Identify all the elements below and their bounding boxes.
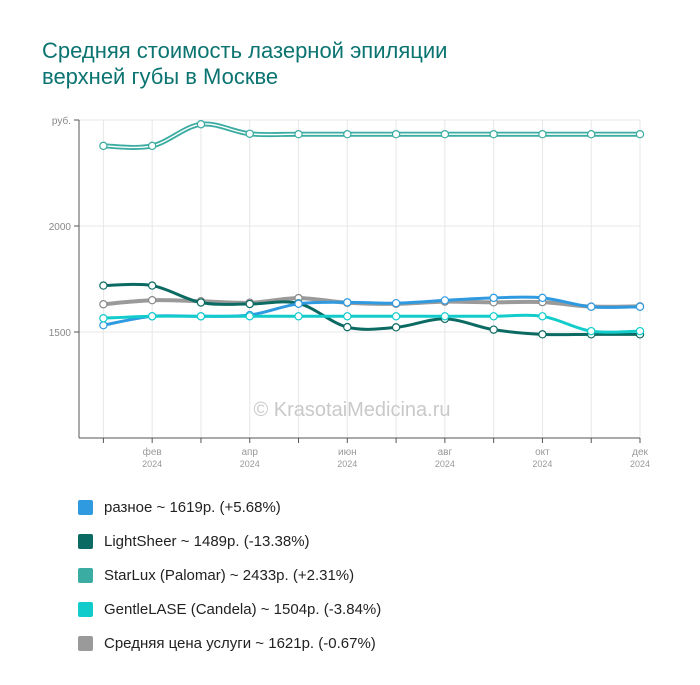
data-point — [245, 299, 254, 309]
grid-lines — [79, 119, 641, 438]
data-point — [489, 130, 498, 139]
legend-swatch — [78, 533, 93, 549]
y-tick-label: 1500 — [49, 328, 72, 339]
watermark: © KrasotaiMedicina.ru — [253, 399, 450, 421]
data-point — [147, 312, 157, 321]
data-point — [147, 296, 157, 305]
data-point — [635, 326, 645, 336]
data-point — [147, 141, 157, 151]
legend-swatch — [78, 567, 93, 583]
legend-label: StarLux (Palomar) ~ 2433р. (+2.31%) — [104, 566, 355, 584]
data-point — [343, 322, 352, 332]
data-point — [489, 312, 498, 321]
data-point — [440, 296, 450, 305]
series-3 — [99, 281, 645, 339]
x-tick-label-month: фев — [143, 446, 162, 458]
x-tick-label-month: апр — [241, 447, 258, 458]
series-1 — [99, 120, 645, 151]
x-tick-label-month: дек — [632, 447, 648, 458]
data-point — [99, 314, 108, 323]
data-point — [196, 298, 206, 307]
data-point — [489, 293, 498, 303]
chart-legend: разное ~ 1619р. (+5.68%) LightSheer ~ 148… — [78, 490, 381, 660]
data-point — [538, 312, 547, 321]
data-point — [440, 130, 450, 139]
legend-item: StarLux (Palomar) ~ 2433р. (+2.31%) — [78, 558, 381, 592]
legend-item: GentleLASE (Candela) ~ 1504р. (-3.84%) — [78, 592, 381, 626]
series-line — [103, 282, 640, 337]
x-tick-label-year: 2024 — [532, 459, 552, 469]
data-point — [440, 312, 450, 321]
data-point — [538, 293, 547, 303]
data-point — [391, 298, 401, 308]
legend-swatch — [78, 601, 93, 617]
data-point — [489, 325, 498, 334]
legend-label: GentleLASE (Candela) ~ 1504р. (-3.84%) — [104, 600, 382, 618]
series-5 — [99, 312, 645, 336]
x-tick-label-month: авг — [438, 447, 453, 458]
data-point — [587, 326, 596, 336]
legend-swatch — [78, 635, 93, 651]
chart-title-line-1: Средняя стоимость лазерной эпиляции — [42, 38, 448, 63]
data-point — [343, 312, 352, 321]
x-tick-label-year: 2024 — [240, 459, 260, 469]
data-point — [635, 130, 645, 139]
data-point — [294, 299, 303, 309]
data-point — [99, 141, 108, 151]
legend-label: LightSheer ~ 1489р. (-13.38%) — [104, 532, 310, 550]
data-point — [294, 312, 303, 321]
x-tick-label-month: окт — [535, 447, 550, 458]
legend-swatch — [78, 499, 93, 515]
data-point — [343, 130, 352, 139]
data-point — [587, 302, 596, 311]
data-point — [343, 298, 352, 307]
data-point — [196, 312, 206, 321]
line-chart: 15002000руб.фев2024апр2024июн2024авг2024… — [49, 115, 650, 469]
data-point — [99, 300, 108, 309]
data-point — [391, 323, 401, 332]
x-tick-label-month: июн — [338, 447, 357, 458]
data-point — [99, 321, 108, 330]
x-tick-label-year: 2024 — [630, 459, 650, 469]
y-tick-label: 2000 — [49, 222, 72, 233]
chart-title: Средняя стоимость лазерной эпиляции верх… — [42, 38, 562, 90]
legend-item: Средняя цена услуги ~ 1621р. (-0.67%) — [78, 626, 381, 660]
data-point — [147, 281, 157, 290]
data-point — [538, 330, 547, 339]
data-point — [245, 129, 254, 138]
data-point — [587, 130, 596, 139]
data-point — [391, 312, 401, 321]
chart-title-line-2: верхней губы в Москве — [42, 64, 279, 89]
data-point — [245, 312, 254, 321]
x-tick-label-year: 2024 — [142, 459, 162, 469]
legend-item: разное ~ 1619р. (+5.68%) — [78, 490, 381, 524]
series-line-outer — [103, 121, 640, 150]
data-point — [294, 130, 303, 139]
y-tick-label: руб. — [52, 115, 71, 127]
legend-label: разное ~ 1619р. (+5.68%) — [104, 498, 281, 516]
x-tick-label-year: 2024 — [435, 459, 455, 469]
data-point — [538, 130, 547, 139]
data-point — [99, 281, 108, 290]
data-point — [196, 120, 206, 129]
data-point — [391, 130, 401, 139]
x-tick-label-year: 2024 — [337, 459, 357, 469]
data-point — [635, 302, 645, 311]
legend-label: Средняя цена услуги ~ 1621р. (-0.67%) — [104, 634, 376, 652]
legend-item: LightSheer ~ 1489р. (-13.38%) — [78, 524, 381, 558]
